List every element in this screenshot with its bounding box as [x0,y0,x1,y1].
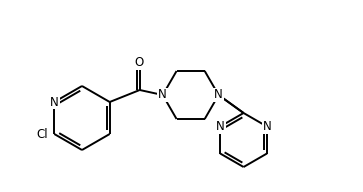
Text: O: O [134,56,143,69]
Text: Cl: Cl [37,127,48,141]
Text: N: N [216,120,225,133]
Text: N: N [262,120,271,133]
Text: N: N [50,95,59,108]
Text: N: N [214,89,223,102]
Text: N: N [158,89,167,102]
